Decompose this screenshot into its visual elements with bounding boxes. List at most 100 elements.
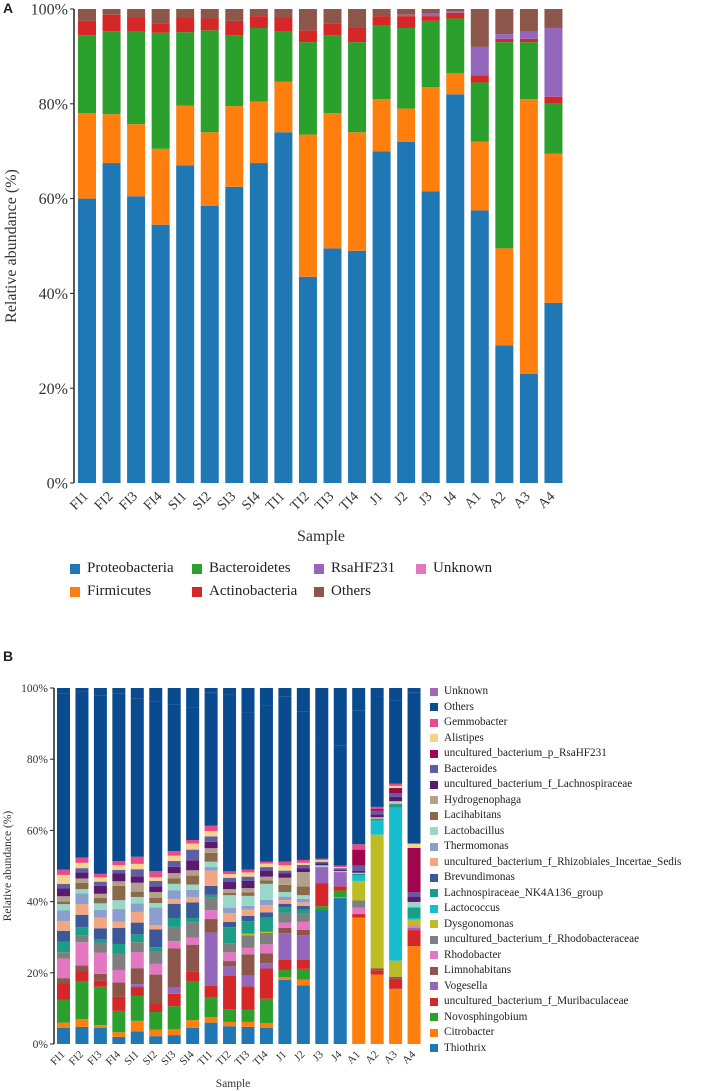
bar-segment-si1-actinobacteria [176, 18, 195, 33]
bar-segment-si3-actinobacteria [225, 20, 244, 36]
bar-segment-si2-others [200, 9, 219, 19]
bar-segment-a3-actinobacteria [519, 38, 538, 43]
legend-item-rsahf231: RsaHF231 [314, 560, 416, 577]
bar-segment-fi3-others [127, 9, 146, 18]
bar-segment-a4-others [544, 9, 563, 28]
bar-segment-fi2-bacteroides [75, 868, 89, 873]
bar-segment-ti1-novosphingobium [204, 997, 218, 1018]
legend-label: Firmicutes [87, 583, 152, 599]
bar-segment-si2-uncultured-bacterium-f-rhodobacteraceae [149, 951, 163, 964]
bar-segment-ti2-uncultured-bacterium-f-rhizobiales-incertae-sedis [223, 912, 237, 922]
bar-segment-ti1-uncultured-bacterium-f-muribaculaceae [204, 985, 218, 998]
bar-segment-ti2-bacteroidetes [298, 42, 317, 135]
bar-segment-j1-uncultured-bacterium-f-rhizobiales-incertae-sedis [278, 900, 292, 904]
bar-segment-si2-bacteroides [149, 880, 163, 887]
bar-segment-fi4-alistipes [112, 865, 126, 870]
bar-segment-j4-others-rest [333, 688, 347, 746]
bar-segment-fi3-thiothrix [93, 1027, 107, 1044]
bar-segment-j3-alistipes [315, 859, 329, 862]
bar-segment-a3-lactobacillus [389, 801, 403, 803]
legend-item-uncultured-bacterium-f-lachnospiraceae: uncultured_bacterium_f_Lachnospiraceae [430, 777, 681, 793]
bar-segment-ti2-hydrogenophaga [223, 889, 237, 893]
bar-segment-si4-firmicutes [249, 101, 268, 164]
y-tick-label: 20% [27, 968, 49, 980]
bar-segment-fi3-rhodobacter [93, 952, 107, 974]
legend-label: Limnohabitans [444, 964, 512, 976]
bar-segment-si3-alistipes [167, 855, 181, 862]
bar-segment-j4-bacteroidetes [446, 18, 465, 73]
legend-swatch [416, 563, 426, 574]
bar-segment-fi2-bacteroidetes [102, 31, 121, 115]
bar-segment-si1-bacteroidetes [176, 32, 195, 106]
legend-label: Brevundimonas [444, 871, 515, 883]
legend-swatch [430, 734, 438, 743]
bar-segment-fi3-thermomonas [93, 909, 107, 918]
bar-segment-fi1-proteobacteria [78, 198, 96, 483]
bar-segment-si1-others [176, 9, 195, 19]
legend-swatch [430, 1044, 438, 1053]
bar-segment-ti2-thiothrix [223, 1026, 237, 1044]
bar-segment-fi1-uncultured-bacterium-f-rhodobacteraceae [57, 952, 70, 959]
bar-segment-ti1-hydrogenophaga [204, 848, 218, 853]
bar-segment-ti1-citrobacter [204, 1017, 218, 1023]
bar-segment-ti4-firmicutes [348, 132, 367, 251]
bar-segment-a4-others [407, 692, 421, 844]
bar-segment-j4-rsahf231 [446, 11, 465, 13]
bar-segment-j2-uncultured-bacterium-f-lachnospiraceae [296, 868, 310, 873]
bar-segment-ti4-uncultured-bacterium-f-rhizobiales-incertae-sedis [259, 905, 273, 913]
bar-segment-si3-vogesella [167, 987, 181, 994]
bar-segment-ti4-others-rest [259, 688, 273, 706]
bar-segment-fi2-brevundimonas [75, 914, 89, 928]
bar-segment-si2-others-rest [149, 688, 163, 702]
bar-segment-si4-others-rest [186, 688, 200, 708]
y-tick-label: 0% [47, 476, 68, 493]
legend-item-uncultured-bacterium-p-rsahf231: uncultured_bacterium_p_RsaHF231 [430, 746, 681, 762]
bar-segment-ti4-novosphingobium [259, 998, 273, 1023]
bar-segment-si1-firmicutes [176, 105, 195, 166]
bar-segment-ti2-thermomonas [223, 907, 237, 913]
bar-segment-ti1-uncultured-bacterium-f-rhizobiales-incertae-sedis [204, 870, 218, 886]
y-axis-title: Relative abundance (%) [3, 169, 20, 323]
bar-segment-j2-vogesella [296, 935, 310, 960]
bar-segment-ti1-bacteroides [204, 836, 218, 842]
bar-segment-ti3-citrobacter [241, 1021, 255, 1027]
legend-item-uncultured-bacterium-f-rhodobacteraceae: uncultured_bacterium_f_Rhodobacteraceae [430, 932, 681, 948]
bar-segment-j2-lacihabitans [296, 886, 310, 896]
bar-segment-j2-brevundimonas [296, 905, 310, 910]
bar-segment-si3-thiothrix [167, 1035, 181, 1044]
bar-segment-ti4-lachnospiraceae-nk4a136-group [259, 917, 273, 932]
bar-segment-ti3-bacteroidetes [323, 35, 342, 114]
x-tick-label: TI4 [251, 1048, 271, 1068]
bar-segment-a2-lachnospiraceae-nk4a136-group [370, 818, 384, 821]
bar-segment-si1-lachnospiraceae-nk4a136-group [130, 934, 144, 943]
bar-segment-j1-uncultured-bacterium-f-lachnospiraceae [278, 873, 292, 878]
bar-segment-j1-gemmobacter [278, 861, 292, 866]
bar-segment-fi1-others [57, 693, 70, 870]
legend-label: Actinobacteria [209, 583, 298, 599]
legend-item-thiothrix: Thiothrix [430, 1041, 681, 1057]
bar-segment-si1-thiothrix [130, 1031, 144, 1044]
bar-segment-a4-others-rest [407, 688, 421, 693]
bar-segment-j1-others-rest [278, 688, 292, 697]
bar-segment-si3-others [225, 9, 244, 21]
bar-segment-si3-proteobacteria [225, 186, 244, 483]
bar-segment-fi1-thiothrix [57, 1027, 70, 1044]
bar-segment-si1-alistipes [130, 863, 144, 870]
legend-item-lacihabitans: Lacihabitans [430, 808, 681, 824]
bar-segment-ti3-gemmobacter [241, 869, 255, 873]
legend-label: Citrobacter [444, 1026, 495, 1038]
bar-segment-j4-others [446, 9, 465, 12]
bar-segment-j1-lactobacillus [278, 891, 292, 897]
bar-segment-si1-lacihabitans [130, 891, 144, 897]
bar-segment-fi4-bacteroidetes [151, 32, 170, 149]
bar-segment-si4-others [249, 9, 268, 17]
bar-segment-si2-uncultured-bacterium-f-muribaculaceae [149, 1003, 163, 1012]
bar-segment-ti2-lachnospiraceae-nk4a136-group [223, 927, 237, 944]
bar-segment-ti3-brevundimonas [241, 915, 255, 922]
bar-segment-fi4-proteobacteria [151, 224, 170, 484]
bar-segment-ti2-alistipes [223, 874, 237, 878]
x-tick-label: SI4 [177, 1048, 197, 1068]
bar-segment-j2-uncultured-bacterium-f-muribaculaceae [296, 959, 310, 969]
bar-segment-a1-citrobacter [352, 917, 366, 1044]
bar-segment-a1-gemmobacter [352, 844, 366, 850]
